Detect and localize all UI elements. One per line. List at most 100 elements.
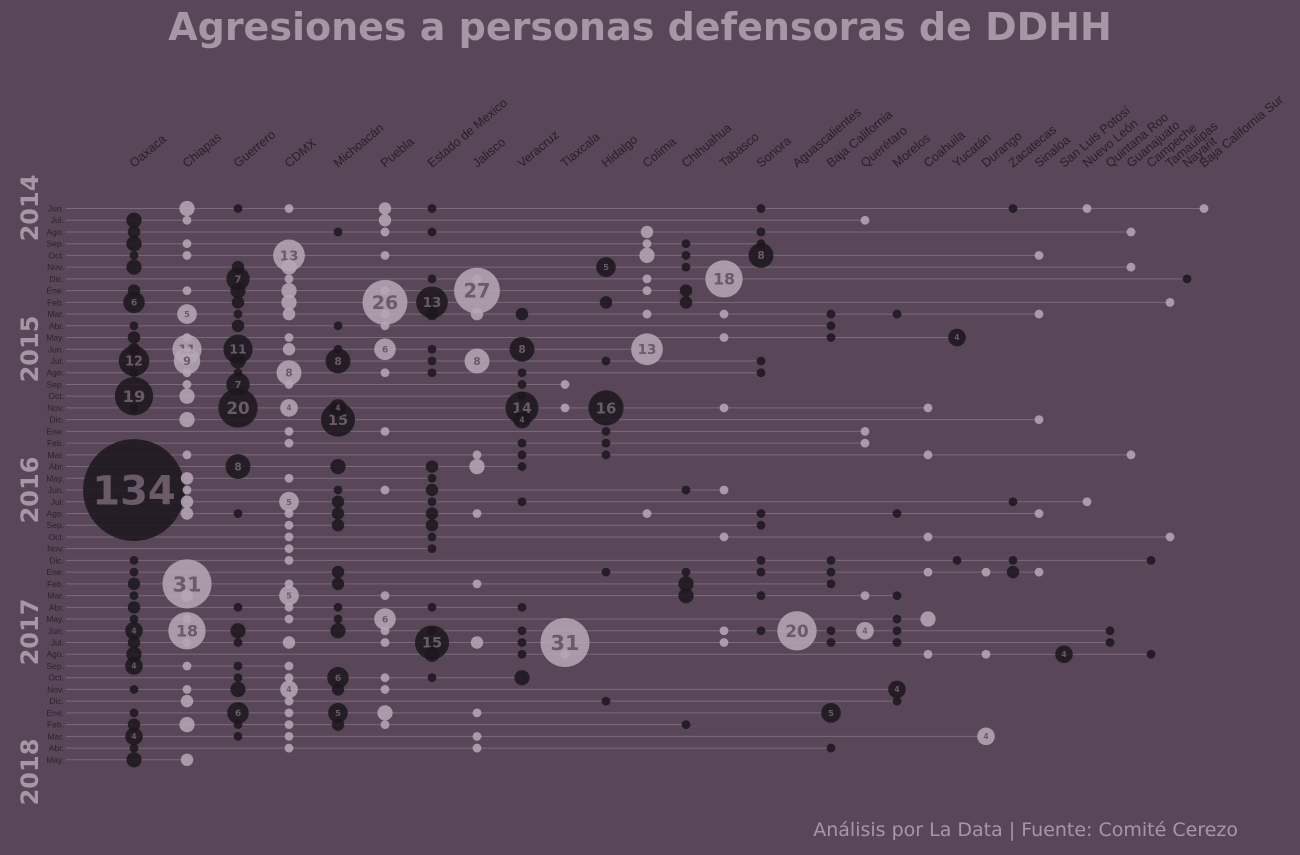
bubble <box>681 251 691 260</box>
bubble-label: 12 <box>125 355 143 370</box>
bubble-label: 8 <box>234 461 241 473</box>
bubble-label: 4 <box>894 685 899 694</box>
bubble <box>233 309 243 319</box>
bubble <box>182 251 192 260</box>
bubble <box>129 614 139 624</box>
bubble <box>129 591 139 600</box>
bubble <box>284 602 294 612</box>
bubble <box>282 636 296 649</box>
bubble <box>826 638 836 647</box>
bubble <box>226 267 250 291</box>
month-label: Mar. <box>47 309 64 319</box>
bubble <box>756 356 766 366</box>
bubble <box>284 720 294 730</box>
state-label: Colima <box>640 135 679 171</box>
bubble <box>380 673 390 683</box>
bubble <box>517 380 527 389</box>
bubble <box>1034 415 1044 425</box>
month-label: Mar. <box>47 591 64 601</box>
bubble <box>1055 645 1073 664</box>
bubble <box>1146 649 1156 659</box>
bubble <box>182 485 192 495</box>
bubble <box>596 257 616 277</box>
bubble <box>948 328 966 347</box>
state-label: CDMX <box>282 135 320 170</box>
bubble <box>380 227 390 237</box>
bubble-label: 4 <box>131 626 136 635</box>
month-label: Ene. <box>47 567 65 577</box>
bubble <box>127 343 141 356</box>
state-label: Veracruz <box>515 128 562 170</box>
bubble <box>182 661 192 671</box>
bubble <box>681 239 691 249</box>
bubble <box>333 614 343 624</box>
bubble <box>129 368 139 378</box>
bubble <box>126 236 142 252</box>
bubble <box>826 321 836 331</box>
month-label: Oct. <box>48 673 64 683</box>
bubble <box>977 727 995 746</box>
bubble <box>517 450 527 460</box>
bubble <box>427 532 437 542</box>
bubble <box>601 438 611 448</box>
bubble <box>284 731 294 741</box>
bubble <box>129 685 139 694</box>
bubble <box>325 348 351 374</box>
bubble <box>427 544 437 554</box>
bubble <box>284 333 294 342</box>
bubble <box>182 333 192 342</box>
bubble-label: 8 <box>518 344 525 356</box>
month-label: Dic. <box>49 696 64 706</box>
bubble <box>1082 497 1092 507</box>
bubble <box>705 260 743 298</box>
bubble <box>333 485 343 495</box>
bubble <box>380 286 390 296</box>
bubble <box>182 614 192 624</box>
bubble <box>329 399 347 417</box>
bubble-label: 8 <box>473 356 480 368</box>
bubble <box>427 274 437 284</box>
bubble <box>284 274 294 284</box>
bubble <box>892 509 902 518</box>
bubble <box>719 532 729 542</box>
bubble <box>472 450 482 460</box>
bubble <box>1082 204 1092 213</box>
bubble-label: 15 <box>328 413 348 429</box>
bubble <box>892 591 902 600</box>
bubble <box>129 403 139 413</box>
month-label: Jul. <box>51 356 64 366</box>
bubble <box>233 673 243 683</box>
bubble <box>281 294 297 310</box>
bubble <box>601 450 611 460</box>
state-label: Estado de Mexico <box>425 96 510 171</box>
bubble <box>127 577 141 591</box>
bubble <box>860 426 870 436</box>
bubble <box>331 507 345 520</box>
bubble <box>233 602 243 612</box>
bubble <box>225 454 251 480</box>
bubble <box>719 309 729 319</box>
bubble <box>1008 556 1018 565</box>
bubble <box>279 491 299 512</box>
bubble <box>282 307 296 321</box>
bubble-label: 4 <box>1061 650 1066 659</box>
month-label: May. <box>46 755 64 765</box>
bubble <box>179 388 195 404</box>
bubble-label: 5 <box>603 262 609 272</box>
bubble-label: 5 <box>286 591 292 601</box>
bubble <box>826 556 836 565</box>
bubble <box>756 556 766 565</box>
bubble <box>826 743 836 753</box>
bubble <box>179 412 195 428</box>
bubble-label: 6 <box>131 298 137 309</box>
bubble <box>284 380 294 389</box>
bubble <box>719 626 729 636</box>
bubble <box>1008 204 1018 213</box>
bubble <box>517 368 527 378</box>
bubble <box>892 638 902 647</box>
bubble <box>719 485 729 495</box>
bubble <box>374 338 396 361</box>
bubble <box>639 247 655 264</box>
bubble <box>118 345 150 377</box>
year-label: 2017 <box>16 599 44 666</box>
